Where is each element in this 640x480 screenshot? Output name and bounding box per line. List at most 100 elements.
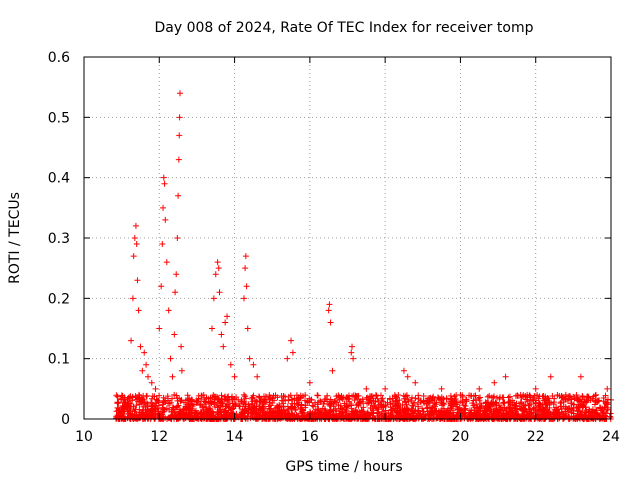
data-point xyxy=(438,399,445,406)
data-point xyxy=(224,313,231,320)
data-point xyxy=(527,394,534,401)
data-point xyxy=(327,403,334,410)
data-point xyxy=(543,402,550,409)
data-point xyxy=(350,409,357,416)
x-tick-label: 16 xyxy=(301,429,319,445)
data-point xyxy=(120,408,127,415)
data-point xyxy=(420,393,427,400)
data-point xyxy=(339,409,346,416)
data-point xyxy=(236,403,243,410)
y-axis-label: ROTI / TECUs xyxy=(7,192,23,284)
data-point xyxy=(139,396,146,403)
data-point xyxy=(468,407,475,414)
data-point xyxy=(355,400,362,407)
data-point xyxy=(178,343,185,350)
data-point xyxy=(597,404,604,411)
data-point xyxy=(217,403,224,410)
data-point xyxy=(403,411,410,418)
data-point xyxy=(214,259,221,266)
x-tick-label: 24 xyxy=(602,429,620,445)
data-point xyxy=(160,394,167,401)
data-point xyxy=(392,393,399,400)
y-tick-label: 0.6 xyxy=(48,50,70,66)
data-point xyxy=(178,367,185,374)
data-point xyxy=(577,373,584,380)
data-point xyxy=(533,397,540,404)
data-point xyxy=(382,407,389,414)
data-point xyxy=(565,405,572,412)
data-point xyxy=(331,398,338,405)
data-point xyxy=(270,392,277,399)
data-point xyxy=(254,398,261,405)
data-point xyxy=(317,415,324,422)
data-point xyxy=(182,405,189,412)
x-tick-label: 22 xyxy=(527,429,545,445)
data-point xyxy=(314,407,321,414)
data-point xyxy=(278,392,285,399)
data-point xyxy=(165,307,172,314)
data-point xyxy=(159,241,166,248)
data-point xyxy=(363,385,370,392)
data-point xyxy=(222,319,229,326)
axis-ticks: 10 12 14 16 18 20 22 24 0 0.1 0.2 0.3 0.4 0.5 0.6 xyxy=(48,50,620,445)
data-point xyxy=(298,408,305,415)
data-point xyxy=(242,401,249,408)
data-point xyxy=(463,396,470,403)
data-point xyxy=(195,392,202,399)
data-point xyxy=(327,406,334,413)
data-point xyxy=(443,395,450,402)
data-point xyxy=(289,396,296,403)
data-point xyxy=(282,393,289,400)
data-point xyxy=(317,398,324,405)
data-point xyxy=(566,393,573,400)
data-point xyxy=(502,373,509,380)
data-point xyxy=(476,397,483,404)
data-point xyxy=(160,408,167,415)
data-point xyxy=(329,367,336,374)
data-point xyxy=(143,393,150,400)
data-point xyxy=(558,405,565,412)
data-point xyxy=(197,401,204,408)
data-point xyxy=(326,301,333,308)
plot-frame xyxy=(83,56,612,420)
data-point xyxy=(175,192,182,199)
data-point xyxy=(261,408,268,415)
data-point xyxy=(160,204,167,211)
data-point xyxy=(325,307,332,314)
data-point xyxy=(212,393,219,400)
data-point xyxy=(211,401,218,408)
data-point xyxy=(212,271,219,278)
data-point xyxy=(124,407,131,414)
data-point xyxy=(536,402,543,409)
data-point xyxy=(270,397,277,404)
data-point xyxy=(176,114,183,121)
data-point xyxy=(246,355,253,362)
data-point xyxy=(412,395,419,402)
data-point xyxy=(233,394,240,401)
data-point xyxy=(545,395,552,402)
data-point xyxy=(281,407,288,414)
data-point xyxy=(382,385,389,392)
data-point xyxy=(189,402,196,409)
data-point xyxy=(317,397,324,404)
data-point xyxy=(171,331,178,338)
data-point xyxy=(210,410,217,417)
data-point xyxy=(173,392,180,399)
data-point xyxy=(578,401,585,408)
data-point xyxy=(113,408,120,415)
data-point xyxy=(493,400,500,407)
data-point xyxy=(190,401,197,408)
data-point xyxy=(353,408,360,415)
data-point xyxy=(492,399,499,406)
data-point xyxy=(511,399,518,406)
data-point xyxy=(374,409,381,416)
data-point xyxy=(531,404,538,411)
data-point xyxy=(564,397,571,404)
data-point xyxy=(460,409,467,416)
data-point xyxy=(390,405,397,412)
data-point xyxy=(208,414,215,421)
y-tick-label: 0.3 xyxy=(48,231,70,247)
data-point xyxy=(215,411,222,418)
data-point xyxy=(558,398,565,405)
data-point xyxy=(172,289,179,296)
